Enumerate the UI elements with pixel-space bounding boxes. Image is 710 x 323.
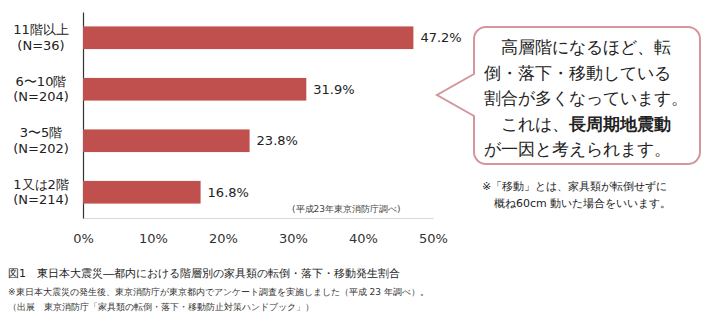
data-label: 16.8% (208, 185, 249, 200)
y-tick-label: 11階以上(N=36) (13, 22, 69, 53)
bar (83, 78, 306, 101)
footnote: ※東日本大震災の発生後、東京消防庁が東京都内でアンケート調査を実施しました（平成… (8, 287, 429, 297)
x-tick: 0% (73, 218, 94, 246)
note: 概ね60cm 動いた場合をいいます。 (494, 197, 671, 210)
x-tick-label: 50% (419, 231, 448, 246)
callout-line: が一因と考えられます。 (484, 139, 671, 159)
x-tick: 50% (419, 218, 448, 246)
x-tick-label: 0% (73, 231, 94, 246)
callout-box (437, 27, 700, 164)
source-note: (平成23年東京消防庁調べ) (292, 204, 400, 214)
x-tick: 20% (209, 218, 238, 246)
bar (83, 26, 413, 49)
y-tick-label: 6〜10階(N=204) (13, 74, 69, 105)
callout-line: これは、長周期地震動 (484, 114, 671, 134)
x-tick-label: 10% (139, 231, 168, 246)
x-tick: 10% (139, 218, 168, 246)
data-label: 47.2% (420, 30, 461, 45)
x-tick-label: 40% (349, 231, 378, 246)
footnote: （出展 東京消防庁「家具類の転倒・落下・移動防止対策ハンドブック」） (8, 302, 314, 312)
x-tick: 40% (349, 218, 378, 246)
bar (83, 129, 250, 152)
y-tick: 1又は2階(N=214) (13, 177, 83, 208)
callout: 高層階になるほど、転倒・落下・移動している割合が多くなっています。 これは、長周… (484, 37, 688, 159)
bars (83, 26, 413, 203)
callout-line: 高層階になるほど、転 (484, 37, 671, 57)
x-tick-label: 20% (209, 231, 238, 246)
data-labels: 47.2% 31.9% 23.8% 16.8% (208, 30, 462, 200)
y-tick: 3〜5階(N=202) (13, 125, 83, 156)
caption: 図1 東日本大震災―都内における階層別の家具類の転倒・落下・移動発生割合 (8, 267, 400, 280)
y-tick-label: 1又は2階(N=214) (13, 177, 69, 208)
chart: 0% 10% 20% 30% 40% 50% 11階以上(N=36) 6〜10階(N=204)… (0, 0, 710, 323)
x-axis: 0% 10% 20% 30% 40% 50% (73, 218, 448, 246)
y-tick: 6〜10階(N=204) (13, 74, 83, 105)
x-tick-label: 30% (279, 231, 308, 246)
y-tick-label: 3〜5階(N=202) (13, 125, 69, 156)
callout-line: 割合が多くなっています。 (484, 88, 688, 108)
x-tick: 30% (279, 218, 308, 246)
data-label: 31.9% (313, 82, 354, 97)
callout-line: 倒・落下・移動している (484, 63, 671, 83)
bar (83, 181, 201, 204)
x-axis-line (84, 218, 434, 219)
callout-emphasis: 長周期地震動 (568, 114, 671, 134)
note: ※「移動」とは、家具類が転倒せずに (482, 180, 667, 193)
data-label: 23.8% (257, 133, 298, 148)
y-tick: 11階以上(N=36) (13, 22, 83, 53)
y-axis: 11階以上(N=36) 6〜10階(N=204) 3〜5階(N=202) 1又は2階(… (13, 13, 83, 219)
